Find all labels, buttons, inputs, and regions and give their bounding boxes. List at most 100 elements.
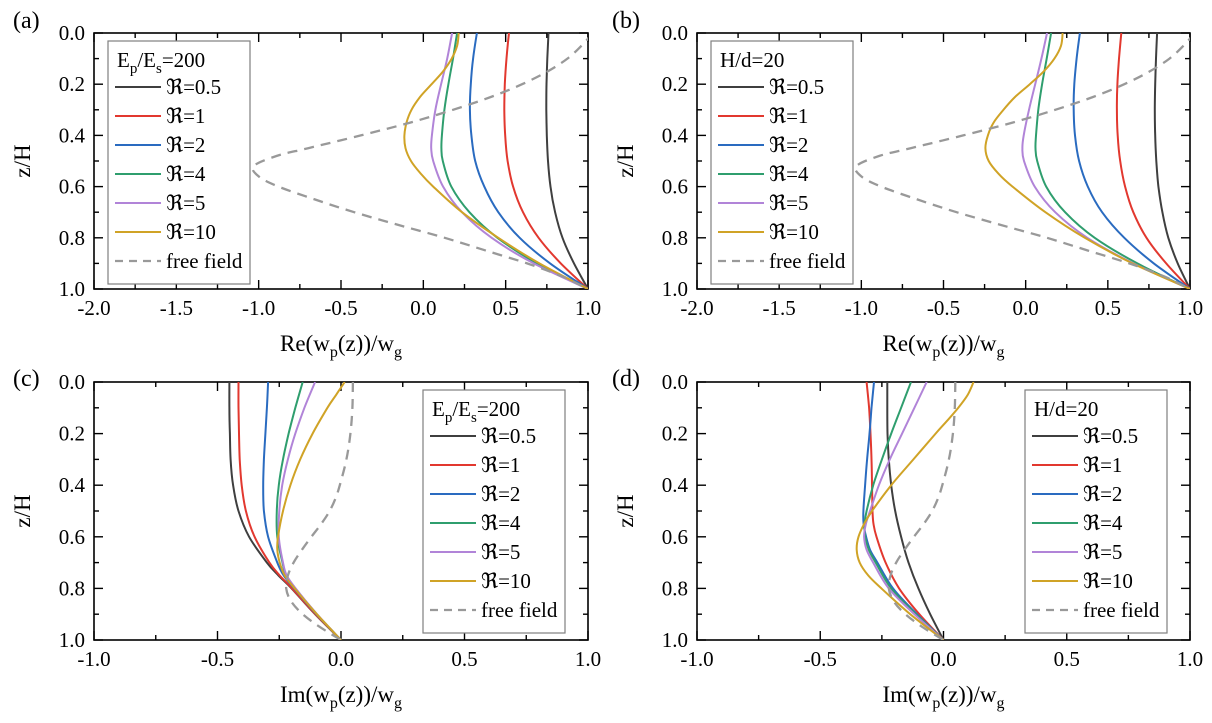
series-line-r5 xyxy=(277,382,342,640)
series-line-r2 xyxy=(1072,33,1190,289)
y-tick-label: 0.6 xyxy=(59,175,85,199)
x-axis-title: Re(wp(z))/wg xyxy=(882,331,1004,361)
legend-entry-label: ℜ=0.5 xyxy=(166,75,221,99)
series-line-r4 xyxy=(1034,33,1190,289)
y-axis-title: z/H xyxy=(613,494,638,527)
y-tick-label: 0.2 xyxy=(59,422,85,446)
legend: H/d=20 ℜ=0.5 ℜ=1 ℜ=2 ℜ=4 ℜ=5 ℜ=10 free field xyxy=(1024,389,1168,634)
y-tick-label: 0.2 xyxy=(662,422,688,446)
x-tick-label: 1.0 xyxy=(1177,296,1203,320)
series-line-r4 xyxy=(275,382,342,640)
x-tick-label: -1.0 xyxy=(77,647,110,671)
x-tick-label: -1.0 xyxy=(845,296,878,320)
legend-entry-label: ℜ=4 xyxy=(166,162,206,186)
x-tick-label: 0.5 xyxy=(1054,647,1080,671)
y-tick-label: 0.8 xyxy=(662,576,688,600)
x-tick-label: -1.5 xyxy=(763,296,796,320)
y-tick-label: 0.8 xyxy=(59,576,85,600)
ticks xyxy=(93,32,589,290)
series-line-r2 xyxy=(468,33,588,289)
legend-entry-label: ℜ=2 xyxy=(1083,482,1122,506)
legend-entry-label: free field xyxy=(769,249,846,273)
series-line-r5 xyxy=(1021,33,1190,289)
x-tick-label: -0.5 xyxy=(804,647,837,671)
x-tick-label: 0.0 xyxy=(328,647,354,671)
legend-entry-label: ℜ=2 xyxy=(769,133,808,157)
series-group xyxy=(855,382,975,640)
legend-entry-label: free field xyxy=(481,598,558,622)
y-tick-label: 0.4 xyxy=(662,473,689,497)
y-tick-label: 0.6 xyxy=(59,525,85,549)
legend-entry-label: ℜ=4 xyxy=(481,511,521,535)
legend: H/d=20 ℜ=0.5 ℜ=1 ℜ=2 ℜ=4 ℜ=5 ℜ=10 free field xyxy=(710,40,854,285)
legend-entry-label: ℜ=10 xyxy=(1083,569,1133,593)
series-group xyxy=(228,382,355,640)
x-tick-label: 1.0 xyxy=(575,647,601,671)
y-axis-title: z/H xyxy=(10,494,35,527)
legend-entry-label: ℜ=10 xyxy=(166,220,216,244)
x-tick-label: -1.0 xyxy=(242,296,275,320)
legend-entry-label: ℜ=0.5 xyxy=(481,424,536,448)
y-tick-label: 0.8 xyxy=(59,226,85,250)
x-tick-label: 1.0 xyxy=(575,296,601,320)
series-line-r5 xyxy=(430,33,588,289)
y-tick-label: 1.0 xyxy=(662,277,688,301)
legend-entry-label: ℜ=5 xyxy=(769,191,808,215)
panel-c: (c) -1.0 -0.5 0.0 0.5 1.0 0.0 0.2 0.4 0.6 0.8 1.0 Im… xyxy=(10,366,601,712)
series-line-r10 xyxy=(855,382,975,640)
x-tick-label: 0.5 xyxy=(493,296,519,320)
y-tick-label: 0.0 xyxy=(59,370,85,394)
series-line-r0.5 xyxy=(545,33,588,289)
x-tick-label: 0.5 xyxy=(1095,296,1121,320)
x-tick-label: -0.5 xyxy=(201,647,234,671)
y-tick-label: 0.0 xyxy=(662,370,688,394)
panel-d: (d) -1.0 -0.5 0.0 0.5 1.0 0.0 0.2 0.4 0.6 0.8 1.0 Im… xyxy=(612,366,1203,712)
x-tick-label: 0.0 xyxy=(1013,296,1039,320)
x-axis-title: Im(wp(z))/wg xyxy=(280,682,402,712)
legend-entry-label: ℜ=0.5 xyxy=(1083,424,1138,448)
x-tick-label: 0.0 xyxy=(410,296,436,320)
legend-entry-label: ℜ=1 xyxy=(481,453,520,477)
y-tick-label: 1.0 xyxy=(59,628,85,652)
x-tick-label: -2.0 xyxy=(680,296,713,320)
series-line-r1 xyxy=(1115,33,1190,289)
series-line-r10 xyxy=(984,33,1190,289)
series-line-free-field xyxy=(887,382,957,640)
series-line-r0.5 xyxy=(1153,33,1190,289)
y-tick-label: 0.8 xyxy=(662,226,688,250)
x-tick-label: 0.0 xyxy=(930,647,956,671)
panel-a: (a) -2.0 -1.5 -1.0 -0.5 0.0 0.5 1.0 0.0 0.2 0.4 0.6… xyxy=(10,8,601,361)
legend-entry-label: ℜ=10 xyxy=(769,220,819,244)
series-line-free-field xyxy=(251,36,588,289)
x-tick-label: 0.5 xyxy=(451,647,477,671)
legend-entry-label: ℜ=1 xyxy=(769,104,808,128)
panel-b: (b) -2.0 -1.5 -1.0 -0.5 0.0 0.5 1.0 0.0 0.2 0.4 0.6… xyxy=(612,8,1203,361)
panel-label: (b) xyxy=(612,8,640,34)
y-tick-label: 0.2 xyxy=(59,72,85,96)
x-axis-title: Im(wp(z))/wg xyxy=(882,682,1004,712)
legend-entry-label: ℜ=2 xyxy=(481,482,520,506)
y-tick-label: 0.0 xyxy=(59,21,85,45)
legend-title: H/d=20 xyxy=(720,48,784,72)
series-line-free-field xyxy=(854,36,1190,289)
x-tick-label: -0.5 xyxy=(324,296,357,320)
legend-entry-label: ℜ=10 xyxy=(481,569,531,593)
x-tick-label: -0.5 xyxy=(927,296,960,320)
legend-box xyxy=(107,40,251,285)
y-tick-label: 0.6 xyxy=(662,525,688,549)
x-tick-label: 1.0 xyxy=(1177,647,1203,671)
series-group xyxy=(854,33,1190,289)
x-axis-title: Re(wp(z))/wg xyxy=(280,331,402,361)
legend-entry-label: ℜ=2 xyxy=(166,133,205,157)
series-line-r4 xyxy=(440,33,588,289)
legend-entry-label: ℜ=1 xyxy=(166,104,205,128)
y-axis-title: z/H xyxy=(613,144,638,177)
panel-label: (d) xyxy=(612,366,640,392)
series-group xyxy=(251,33,588,289)
legend-box xyxy=(1024,389,1168,634)
y-axis-title: z/H xyxy=(10,144,35,177)
x-tick-label: -1.5 xyxy=(160,296,193,320)
